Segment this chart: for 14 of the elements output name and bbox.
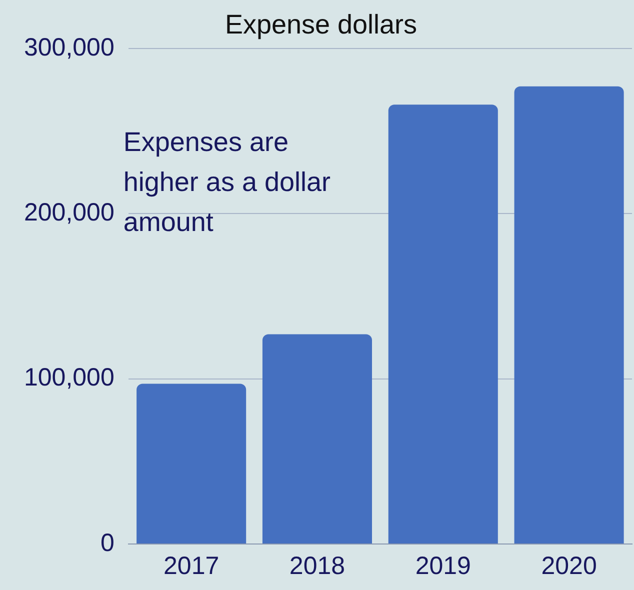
y-tick-label: 0 (100, 528, 114, 557)
chart-title: Expense dollars (224, 10, 418, 40)
bar (514, 86, 624, 544)
x-tick-label: 2018 (289, 552, 346, 580)
y-tick-label: 100,000 (24, 364, 114, 392)
annotation: Expenses are higher as a dollar amount (123, 127, 331, 237)
x-tick-label: 2017 (164, 552, 220, 580)
x-tick-label: 2020 (541, 552, 597, 580)
bar (136, 384, 246, 544)
bar (388, 104, 498, 544)
bar (262, 334, 372, 544)
y-tick-label: 300,000 (24, 33, 114, 62)
y-tick-label: 200,000 (24, 198, 114, 226)
x-tick-label: 2019 (415, 552, 471, 580)
